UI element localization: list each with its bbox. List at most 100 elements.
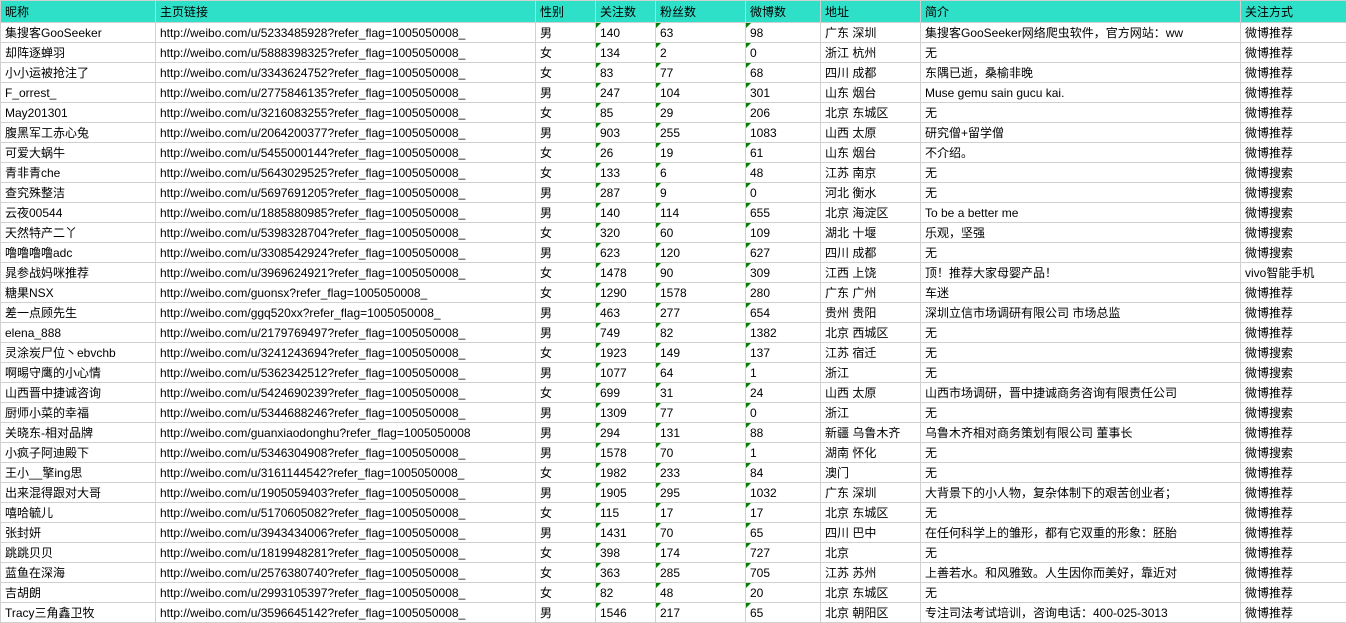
cell[interactable]: 1923 xyxy=(596,343,656,363)
cell[interactable]: 女 xyxy=(536,63,596,83)
table-row[interactable]: 天然特产二丫http://weibo.com/u/5398328704?refe… xyxy=(1,223,1346,243)
cell[interactable]: http://weibo.com/u/5643029525?refer_flag… xyxy=(156,163,536,183)
cell[interactable]: 集搜客GooSeeker网络爬虫软件，官方网站：ww xyxy=(921,23,1241,43)
cell[interactable]: 在任何科学上的雏形，都有它双重的形象：胚胎 xyxy=(921,523,1241,543)
cell[interactable]: 女 xyxy=(536,503,596,523)
cell[interactable]: 903 xyxy=(596,123,656,143)
cell[interactable]: 乐观，坚强 xyxy=(921,223,1241,243)
table-row[interactable]: 张封妍http://weibo.com/u/3943434006?refer_f… xyxy=(1,523,1346,543)
cell[interactable]: 女 xyxy=(536,543,596,563)
table-row[interactable]: 啊晹守鹰的小心情http://weibo.com/u/5362342512?re… xyxy=(1,363,1346,383)
table-row[interactable]: 腹黑军工赤心兔http://weibo.com/u/2064200377?ref… xyxy=(1,123,1346,143)
cell[interactable]: http://weibo.com/u/3216083255?refer_flag… xyxy=(156,103,536,123)
cell[interactable]: 微博搜索 xyxy=(1241,403,1346,423)
cell[interactable]: 微博搜索 xyxy=(1241,163,1346,183)
cell[interactable]: 可爱大蜗牛 xyxy=(1,143,156,163)
cell[interactable]: 男 xyxy=(536,483,596,503)
cell[interactable]: 1578 xyxy=(656,283,746,303)
cell[interactable]: 无 xyxy=(921,503,1241,523)
cell[interactable]: 男 xyxy=(536,363,596,383)
cell[interactable]: 17 xyxy=(746,503,821,523)
table-row[interactable]: 查究殊整洁http://weibo.com/u/5697691205?refer… xyxy=(1,183,1346,203)
cell[interactable]: 115 xyxy=(596,503,656,523)
cell[interactable]: 湖北 十堰 xyxy=(821,223,921,243)
cell[interactable]: 微博推荐 xyxy=(1241,323,1346,343)
cell[interactable]: 吉胡朗 xyxy=(1,583,156,603)
cell[interactable]: 48 xyxy=(656,583,746,603)
cell[interactable]: 623 xyxy=(596,243,656,263)
cell[interactable]: 无 xyxy=(921,463,1241,483)
cell[interactable]: 湖南 怀化 xyxy=(821,443,921,463)
cell[interactable]: 1077 xyxy=(596,363,656,383)
cell[interactable]: 东隅已逝，桑榆非晚 xyxy=(921,63,1241,83)
cell[interactable]: 跳跳贝贝 xyxy=(1,543,156,563)
cell[interactable]: 男 xyxy=(536,23,596,43)
cell[interactable]: 噜噜噜噜adc xyxy=(1,243,156,263)
cell[interactable]: 女 xyxy=(536,143,596,163)
cell[interactable]: 280 xyxy=(746,283,821,303)
cell[interactable]: 微博推荐 xyxy=(1241,23,1346,43)
cell[interactable]: 398 xyxy=(596,543,656,563)
cell[interactable]: 男 xyxy=(536,303,596,323)
cell[interactable]: 463 xyxy=(596,303,656,323)
cell[interactable]: 77 xyxy=(656,63,746,83)
table-row[interactable]: 跳跳贝贝http://weibo.com/u/1819948281?refer_… xyxy=(1,543,1346,563)
cell[interactable]: 1478 xyxy=(596,263,656,283)
cell[interactable]: 男 xyxy=(536,603,596,623)
cell[interactable]: 85 xyxy=(596,103,656,123)
cell[interactable]: 山西 太原 xyxy=(821,123,921,143)
cell[interactable]: 26 xyxy=(596,143,656,163)
col-header-1[interactable]: 主页链接 xyxy=(156,1,536,23)
cell[interactable]: 山东 烟台 xyxy=(821,143,921,163)
cell[interactable]: 女 xyxy=(536,263,596,283)
table-row[interactable]: 关晓东-相对品牌http://weibo.com/guanxiaodonghu?… xyxy=(1,423,1346,443)
cell[interactable]: 70 xyxy=(656,443,746,463)
cell[interactable]: 北京 东城区 xyxy=(821,503,921,523)
cell[interactable]: 关晓东-相对品牌 xyxy=(1,423,156,443)
cell[interactable]: 小小运被抢注了 xyxy=(1,63,156,83)
cell[interactable]: 31 xyxy=(656,383,746,403)
cell[interactable]: 654 xyxy=(746,303,821,323)
cell[interactable]: http://weibo.com/u/5346304908?refer_flag… xyxy=(156,443,536,463)
cell[interactable]: 微博推荐 xyxy=(1241,83,1346,103)
table-row[interactable]: 糖果NSXhttp://weibo.com/guonsx?refer_flag=… xyxy=(1,283,1346,303)
cell[interactable]: 小疯子阿迪殿下 xyxy=(1,443,156,463)
cell[interactable]: 北京 xyxy=(821,543,921,563)
cell[interactable]: 女 xyxy=(536,283,596,303)
cell[interactable]: 109 xyxy=(746,223,821,243)
cell[interactable]: http://weibo.com/u/1905059403?refer_flag… xyxy=(156,483,536,503)
cell[interactable]: 64 xyxy=(656,363,746,383)
cell[interactable]: 女 xyxy=(536,463,596,483)
cell[interactable]: 微博推荐 xyxy=(1241,43,1346,63)
cell[interactable]: 啊晹守鹰的小心情 xyxy=(1,363,156,383)
cell[interactable]: http://weibo.com/guonsx?refer_flag=10050… xyxy=(156,283,536,303)
cell[interactable]: http://weibo.com/u/3161144542?refer_flag… xyxy=(156,463,536,483)
cell[interactable]: 1032 xyxy=(746,483,821,503)
cell[interactable]: 男 xyxy=(536,323,596,343)
table-row[interactable]: 噜噜噜噜adchttp://weibo.com/u/3308542924?ref… xyxy=(1,243,1346,263)
col-header-7[interactable]: 简介 xyxy=(921,1,1241,23)
cell[interactable]: http://weibo.com/u/3596645142?refer_flag… xyxy=(156,603,536,623)
cell[interactable]: 江苏 苏州 xyxy=(821,563,921,583)
cell[interactable]: 1382 xyxy=(746,323,821,343)
cell[interactable]: 微博推荐 xyxy=(1241,523,1346,543)
cell[interactable]: 134 xyxy=(596,43,656,63)
table-row[interactable]: 王小__擎ing思http://weibo.com/u/3161144542?r… xyxy=(1,463,1346,483)
table-row[interactable]: 山西晋中捷诚咨询http://weibo.com/u/5424690239?re… xyxy=(1,383,1346,403)
cell[interactable]: 女 xyxy=(536,103,596,123)
cell[interactable]: http://weibo.com/u/5344688246?refer_flag… xyxy=(156,403,536,423)
cell[interactable]: 24 xyxy=(746,383,821,403)
cell[interactable]: 无 xyxy=(921,163,1241,183)
cell[interactable]: 河北 衡水 xyxy=(821,183,921,203)
cell[interactable]: 65 xyxy=(746,523,821,543)
cell[interactable]: http://weibo.com/u/2993105397?refer_flag… xyxy=(156,583,536,603)
cell[interactable]: 77 xyxy=(656,403,746,423)
cell[interactable]: 137 xyxy=(746,343,821,363)
cell[interactable]: 男 xyxy=(536,523,596,543)
cell[interactable]: elena_888 xyxy=(1,323,156,343)
col-header-4[interactable]: 粉丝数 xyxy=(656,1,746,23)
cell[interactable]: http://weibo.com/u/1819948281?refer_flag… xyxy=(156,543,536,563)
cell[interactable]: 差一点顾先生 xyxy=(1,303,156,323)
cell[interactable]: 微博推荐 xyxy=(1241,543,1346,563)
table-row[interactable]: 厨师小菜的幸福http://weibo.com/u/5344688246?ref… xyxy=(1,403,1346,423)
